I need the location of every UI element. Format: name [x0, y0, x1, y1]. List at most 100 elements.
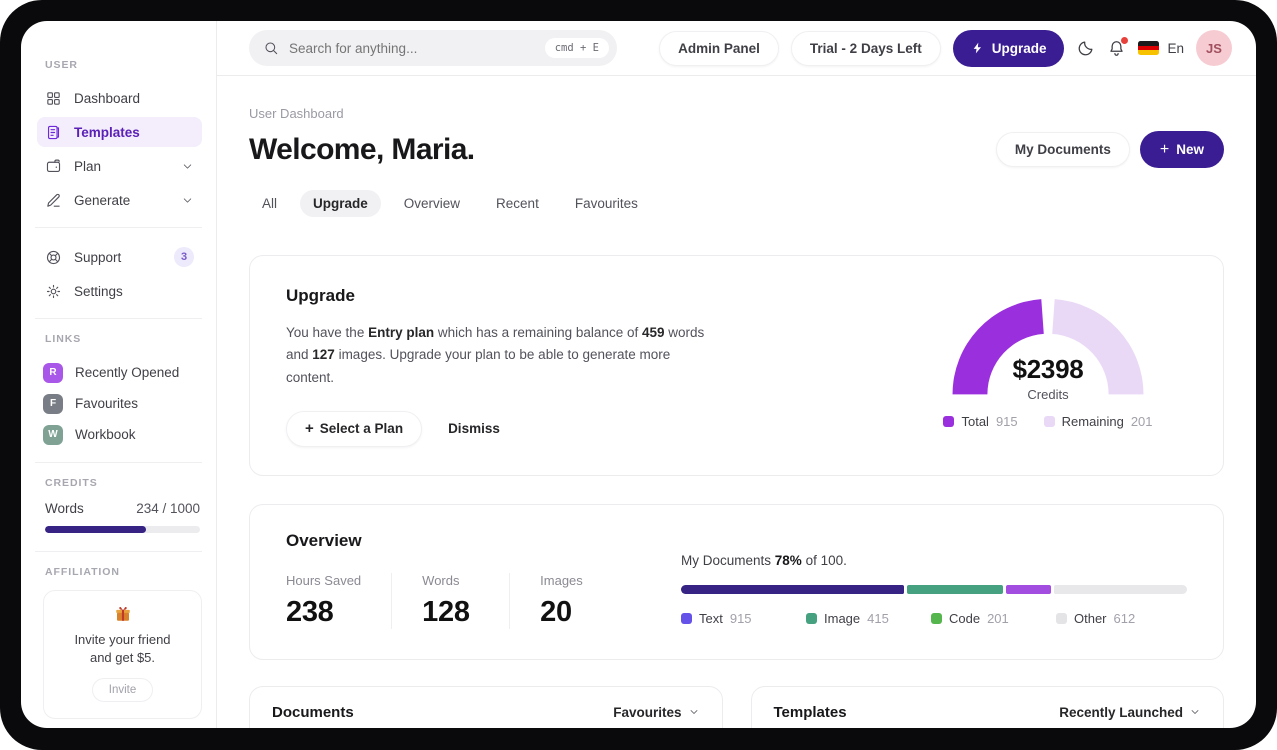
templates-filter-dropdown[interactable]: Recently Launched: [1059, 705, 1201, 720]
sidebar-section-links: LINKS: [45, 333, 82, 345]
chevron-down-icon: [183, 163, 192, 169]
topbar: cmd + E Admin Panel Trial - 2 Days Left …: [217, 21, 1256, 76]
tab-upgrade[interactable]: Upgrade: [300, 190, 381, 217]
stat-images: Images 20: [540, 572, 583, 628]
tab-bar: All Upgrade Overview Recent Favourites: [249, 190, 1224, 217]
legend-swatch: [1056, 612, 1067, 624]
plus-icon: +: [1159, 140, 1170, 158]
sidebar-item-templates[interactable]: Templates: [37, 117, 202, 147]
support-badge: 3: [174, 247, 194, 267]
tab-all[interactable]: All: [262, 196, 278, 211]
user-avatar[interactable]: JS: [1196, 30, 1232, 66]
my-documents-button[interactable]: My Documents: [995, 132, 1130, 167]
sidebar-item-generate[interactable]: Generate: [37, 185, 202, 215]
credits-label: Words: [45, 501, 84, 516]
sidebar-item-plan[interactable]: Plan: [37, 151, 202, 181]
sidebar-divider: [35, 462, 202, 463]
credits-progress-fill: [45, 526, 146, 533]
credits-progress-bar: [45, 526, 200, 533]
upgrade-card-text: Upgrade You have the Entry plan which ha…: [286, 286, 716, 447]
documents-filter-dropdown[interactable]: Favourites: [613, 705, 699, 720]
search-icon: [265, 42, 278, 55]
notification-dot: [1121, 36, 1129, 44]
upgrade-button[interactable]: Upgrade: [952, 29, 1065, 67]
link-label: Favourites: [75, 396, 139, 411]
tab-recent[interactable]: Recent: [496, 196, 539, 211]
dismiss-button[interactable]: Dismiss: [448, 421, 500, 437]
credits-value: 234 / 1000: [136, 501, 200, 516]
documents-card: Documents Favourites Untitled Document i…: [249, 685, 723, 728]
search-shortcut: cmd + E: [544, 38, 609, 58]
language-selector[interactable]: [1138, 41, 1160, 55]
notifications-button[interactable]: [1107, 36, 1129, 58]
tab-overview[interactable]: Overview: [403, 196, 461, 211]
gauge-arcs: [952, 299, 1144, 395]
legend-swatch: [1043, 416, 1055, 427]
tab-favourites[interactable]: Favourites: [574, 196, 638, 211]
documents-progress-caption: My Documents 78% of 100.: [681, 552, 847, 568]
credits-gauge: $2398 Credits Total 915 Remaining: [923, 286, 1173, 447]
legend-other: Other 612: [1056, 611, 1135, 626]
search-bar[interactable]: cmd + E: [249, 30, 617, 66]
legend-swatch: [931, 612, 942, 624]
legend-text: Text 915: [681, 611, 806, 626]
admin-panel-button[interactable]: Admin Panel: [659, 30, 779, 66]
bell-icon: [1110, 40, 1124, 56]
main-column: cmd + E Admin Panel Trial - 2 Days Left …: [217, 21, 1256, 728]
sidebar-item-settings[interactable]: Settings: [37, 276, 202, 306]
overview-stats-block: Overview Hours Saved 238 Words 128 Image…: [286, 531, 681, 629]
sidebar-section-credits: CREDITS: [45, 477, 98, 489]
link-chip: R: [43, 362, 63, 383]
templates-card: Templates Recently Launched Blog Post Ti…: [750, 685, 1224, 728]
stat-hours-saved: Hours Saved 238: [286, 572, 393, 629]
link-chip: W: [43, 424, 63, 445]
sidebar-item-label: Plan: [74, 158, 102, 174]
chevron-down-icon: [690, 710, 697, 715]
link-label: Recently Opened: [75, 365, 180, 380]
sidebar-section-user: USER: [45, 59, 78, 71]
sidebar: USER Dashboard Templates Plan Generate S…: [21, 21, 217, 728]
chevron-down-icon: [183, 197, 192, 203]
invite-button[interactable]: Invite: [91, 678, 154, 703]
gift-icon: [115, 607, 130, 621]
legend-swatch: [681, 612, 692, 624]
link-chip: F: [43, 393, 63, 414]
gauge-chart: $2398 Credits: [933, 286, 1163, 402]
language-label[interactable]: En: [1167, 40, 1184, 56]
wallet-icon: [46, 159, 61, 172]
sidebar-item-label: Dashboard: [74, 90, 141, 106]
gauge-label: Credits: [1027, 387, 1069, 402]
documents-card-title: Documents: [272, 703, 354, 721]
search-input[interactable]: [289, 40, 535, 56]
sidebar-divider: [35, 318, 202, 319]
segmented-progress-bar: [681, 584, 1187, 594]
sidebar-item-dashboard[interactable]: Dashboard: [37, 83, 202, 113]
templates-icon: [47, 125, 60, 139]
sidebar-link-favourites[interactable]: F Favourites: [43, 388, 202, 419]
moon-icon: [1079, 41, 1093, 55]
sidebar-link-workbook[interactable]: W Workbook: [43, 419, 202, 450]
sidebar-item-support[interactable]: Support 3: [37, 242, 202, 272]
documents-progress-block: My Documents 78% of 100. Text 915: [681, 531, 1187, 629]
segment-text: [681, 584, 904, 594]
plus-icon: +: [305, 420, 314, 438]
legend-remaining: Remaining 201: [1043, 414, 1153, 429]
pencil-icon: [47, 193, 60, 207]
stats-row: Hours Saved 238 Words 128 Images 20: [286, 572, 681, 629]
link-label: Workbook: [75, 427, 136, 442]
topbar-actions: Admin Panel Trial - 2 Days Left Upgrade: [659, 29, 1232, 67]
sidebar-link-recently-opened[interactable]: R Recently Opened: [43, 357, 202, 388]
upgrade-card-title: Upgrade: [286, 286, 355, 305]
trial-badge[interactable]: Trial - 2 Days Left: [790, 30, 941, 66]
gear-icon: [46, 284, 61, 298]
segment-other: [1054, 584, 1187, 594]
templates-card-header: Templates Recently Launched: [752, 687, 1224, 728]
sidebar-item-label: Generate: [74, 192, 131, 208]
segment-image: [906, 584, 1003, 594]
select-plan-button[interactable]: + Select a Plan: [286, 410, 423, 447]
new-button[interactable]: + New: [1139, 131, 1224, 168]
dark-mode-toggle[interactable]: [1076, 39, 1095, 58]
legend-swatch: [943, 416, 955, 427]
german-flag-icon: [1138, 41, 1160, 55]
